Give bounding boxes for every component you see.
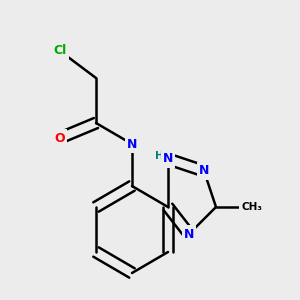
Text: Cl: Cl — [53, 44, 67, 58]
Text: N: N — [163, 152, 173, 166]
Text: N: N — [127, 137, 137, 151]
Text: N: N — [199, 164, 209, 178]
Text: N: N — [184, 227, 194, 241]
Text: H: H — [154, 151, 164, 161]
Text: CH₃: CH₃ — [242, 202, 262, 212]
Text: O: O — [55, 131, 65, 145]
